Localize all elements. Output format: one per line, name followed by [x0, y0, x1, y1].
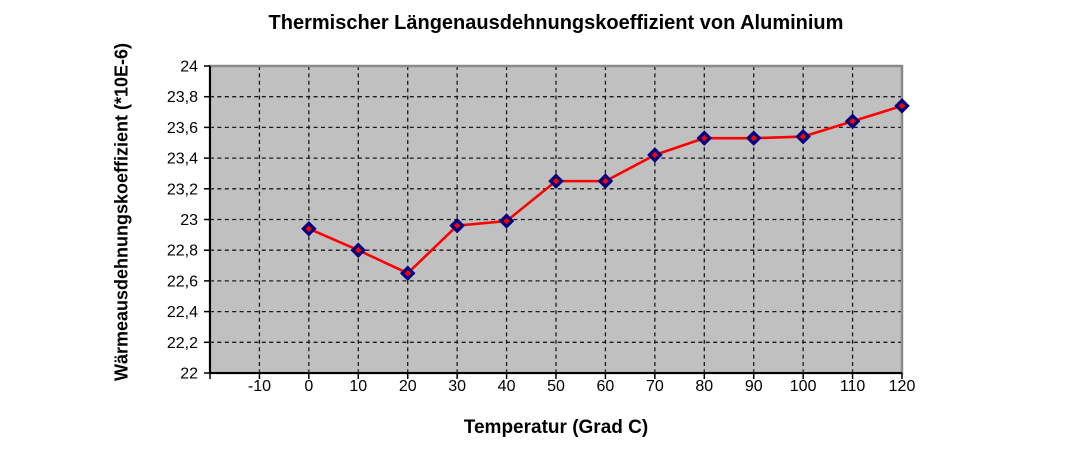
x-axis-title: Temperatur (Grad C) [463, 417, 649, 438]
data-point-marker [647, 147, 663, 163]
data-point-marker [498, 213, 515, 229]
data-point-marker [350, 242, 367, 258]
y-tick-label: 22,6 [167, 273, 198, 290]
x-tick-label: 20 [399, 378, 417, 395]
y-tick-label: 23,2 [167, 181, 198, 198]
data-point-marker [844, 113, 861, 130]
data-point-marker [548, 173, 564, 189]
x-tick-label: 50 [547, 378, 565, 395]
y-tick-label: 23 [180, 212, 198, 229]
x-tick-label: 60 [597, 378, 615, 395]
data-point-marker [795, 128, 811, 145]
data-point-marker [696, 130, 713, 146]
y-tick-label: 22,2 [167, 335, 198, 352]
y-tick-label: 24 [180, 59, 198, 76]
data-point-marker [399, 265, 416, 281]
chart-title: Thermischer Längenausdehnungskoeffizient… [268, 12, 844, 34]
y-axis-title: Wärmeausdehnungskoeffizient (*10E-6) [111, 42, 132, 382]
data-point-marker [449, 217, 465, 234]
x-tick-label: 70 [646, 378, 664, 395]
y-tick-label: 22,8 [167, 243, 198, 260]
x-tick-label: 80 [695, 378, 713, 395]
data-point-marker [894, 98, 910, 114]
y-tick-label: 23,4 [167, 151, 198, 168]
data-point-marker [597, 173, 614, 189]
x-tick-label: -10 [248, 378, 271, 395]
y-tick-label: 23,8 [167, 89, 198, 106]
y-tick-label: 22,4 [167, 304, 198, 321]
x-tick-label: 120 [889, 378, 916, 395]
x-tick-label: 0 [304, 378, 313, 395]
x-tick-label: 100 [790, 378, 817, 395]
x-tick-label: 90 [745, 378, 763, 395]
x-tick-label: 30 [448, 378, 466, 395]
data-point-marker [301, 220, 317, 237]
plot-background [210, 66, 902, 373]
x-tick-label: 110 [840, 378, 866, 395]
x-tick-label: 10 [349, 378, 367, 395]
x-tick-label: 40 [498, 378, 516, 395]
y-tick-label: 23,6 [167, 120, 198, 137]
y-tick-label: 22 [180, 366, 198, 383]
data-point-marker [745, 130, 762, 146]
